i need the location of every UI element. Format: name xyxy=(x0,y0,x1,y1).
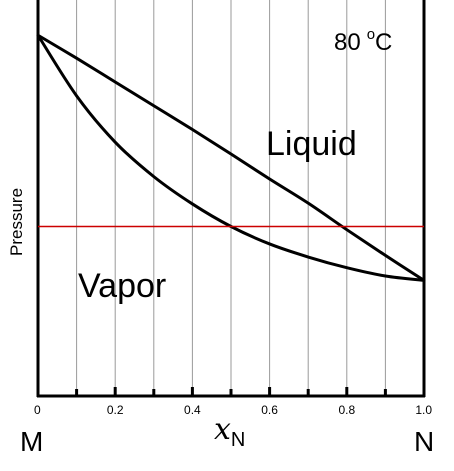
x-axis-label: xN xyxy=(214,412,245,451)
x-tick-label-2: 0.4 xyxy=(184,403,201,417)
vapor-region-label: Vapor xyxy=(78,267,166,305)
component-n-label: N xyxy=(414,426,434,457)
ticks: 0 0.2 0.4 0.6 0.8 1.0 xyxy=(34,387,432,417)
liquid-region-label: Liquid xyxy=(266,125,357,163)
x-tick-label-3: 0.6 xyxy=(261,403,278,417)
x-tick-label-0: 0 xyxy=(34,403,41,417)
x-tick-label-5: 1.0 xyxy=(415,403,432,417)
series xyxy=(36,33,426,282)
temperature-label: 80 oC xyxy=(334,26,392,56)
component-m-label: M xyxy=(20,426,43,457)
x-tick-label-1: 0.2 xyxy=(107,403,124,417)
y-axis-label: Pressure xyxy=(7,188,26,256)
liquid-line-curve xyxy=(36,33,426,282)
gridlines xyxy=(76,0,386,396)
x-tick-label-4: 0.8 xyxy=(338,403,355,417)
